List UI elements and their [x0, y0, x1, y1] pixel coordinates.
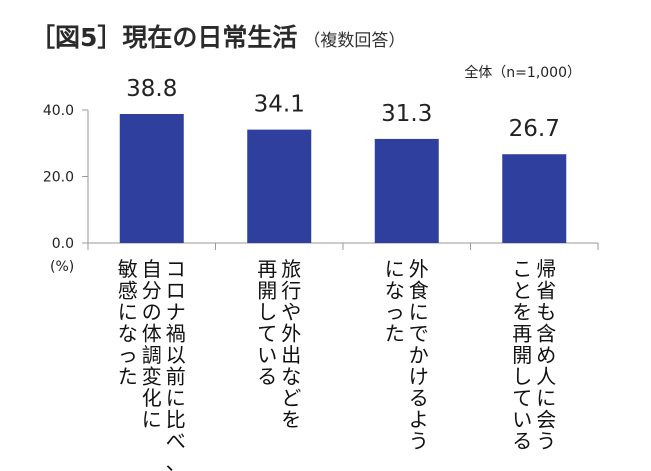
category-label: し — [257, 300, 277, 324]
category-label: な — [281, 365, 301, 389]
category-label: 開 — [512, 343, 532, 367]
category-label: か — [409, 343, 429, 367]
category-label: も — [536, 300, 556, 324]
chart-title: ［図5］現在の日常生活 — [30, 23, 298, 52]
chart-subtitle: （複数回答） — [303, 31, 406, 51]
category-label: 食 — [409, 279, 429, 303]
category-label: た — [385, 322, 405, 346]
category-label: 外 — [409, 257, 429, 281]
category-label: に — [142, 408, 162, 432]
bar — [502, 154, 567, 243]
category-label: 前 — [166, 365, 186, 389]
category-label: い — [257, 343, 277, 367]
category-label: に — [118, 300, 138, 324]
data-label: 26.7 — [509, 116, 560, 142]
category-label: 省 — [536, 279, 556, 303]
category-label: 禍 — [166, 322, 186, 346]
category-label: 再 — [257, 257, 277, 281]
category-label: べ — [166, 429, 186, 453]
category-label: 帰 — [536, 257, 556, 281]
data-label: 38.8 — [126, 76, 177, 102]
category-label: 外 — [281, 322, 301, 346]
category-label: 再 — [512, 322, 532, 346]
bar — [119, 113, 184, 244]
category-label: 会 — [536, 408, 556, 432]
category-label: な — [118, 322, 138, 346]
category-label: し — [512, 365, 532, 389]
category-label: と — [512, 279, 532, 303]
category-label: に — [409, 300, 429, 324]
category-label: に — [536, 386, 556, 410]
category-label: る — [257, 365, 277, 389]
category-label: 自 — [142, 257, 162, 281]
category-label: を — [281, 408, 301, 432]
category-label: て — [257, 322, 277, 346]
bar — [247, 129, 312, 243]
category-label: な — [385, 279, 405, 303]
category-label: や — [281, 300, 301, 324]
category-label: る — [512, 429, 532, 453]
category-label: 感 — [118, 279, 138, 303]
category-label: い — [512, 408, 532, 432]
category-label: こ — [512, 257, 532, 281]
category-label: 以 — [166, 343, 186, 367]
category-label: ナ — [166, 300, 186, 324]
category-label: 調 — [142, 343, 162, 367]
bar — [374, 138, 439, 243]
y-axis-unit: (%) — [50, 259, 75, 275]
category-label: 人 — [536, 365, 556, 389]
y-tick-label: 40.0 — [43, 103, 74, 119]
category-label: 開 — [257, 279, 277, 303]
category-label: っ — [118, 343, 138, 367]
category-label: に — [166, 386, 186, 410]
category-label: に — [385, 257, 405, 281]
category-label: ロ — [166, 279, 186, 303]
category-label: ど — [281, 386, 301, 410]
category-label: 出 — [281, 343, 301, 367]
category-label: よ — [409, 408, 429, 432]
category-label: の — [142, 300, 162, 324]
category-label: た — [118, 365, 138, 389]
chart-title-block: ［図5］現在の日常生活 （複数回答） — [30, 18, 405, 54]
category-label: 変 — [142, 365, 162, 389]
category-label: で — [409, 322, 429, 346]
category-label: け — [409, 365, 429, 389]
category-label: を — [512, 300, 532, 324]
category-label: 、 — [166, 451, 186, 471]
category-label: 含 — [536, 322, 556, 346]
category-label: 分 — [142, 279, 162, 303]
category-label: 行 — [281, 279, 301, 303]
category-label: め — [536, 343, 556, 367]
category-label: っ — [385, 300, 405, 324]
y-tick-label: 0.0 — [52, 236, 74, 252]
category-label: 比 — [166, 408, 186, 432]
category-label: コ — [166, 257, 186, 281]
category-label: る — [409, 386, 429, 410]
category-label: う — [409, 429, 429, 453]
y-tick-label: 20.0 — [43, 170, 74, 186]
category-label: て — [512, 386, 532, 410]
category-label: 化 — [142, 386, 162, 410]
sample-size-note: 全体（n=1,000） — [464, 65, 581, 81]
data-label: 31.3 — [381, 101, 432, 127]
category-label: 旅 — [281, 257, 301, 281]
category-label: 体 — [142, 322, 162, 346]
category-label: う — [536, 429, 556, 453]
category-label: 敏 — [118, 257, 138, 281]
data-label: 34.1 — [254, 92, 305, 118]
